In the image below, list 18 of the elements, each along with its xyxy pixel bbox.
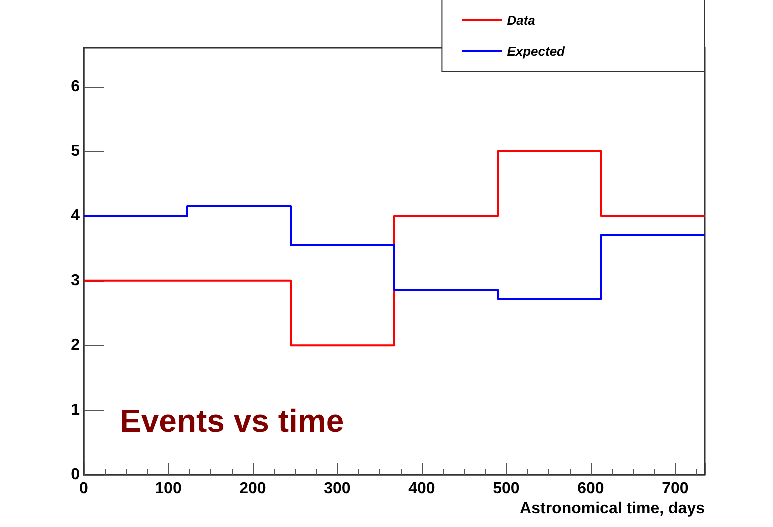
x-tick-label: 600	[578, 480, 604, 498]
y-tick-label: 5	[71, 143, 80, 160]
annotation: Events vs time	[120, 403, 344, 439]
legend-label: Expected	[507, 44, 566, 59]
y-tick-label: 2	[71, 337, 80, 354]
x-tick-label: 200	[240, 480, 266, 498]
x-axis-title: Astronomical time, days	[520, 500, 706, 518]
y-tick-label: 3	[71, 272, 80, 290]
x-tick-label: 400	[408, 480, 436, 498]
y-tick-label: 0	[71, 466, 80, 484]
y-tick-label: 4	[71, 208, 80, 225]
x-tick-label: 700	[662, 480, 689, 498]
x-tick-label: 100	[155, 480, 182, 498]
y-tick-label: 1	[71, 402, 80, 419]
x-tick-label: 500	[493, 480, 520, 498]
legend-label: Data	[507, 13, 536, 28]
y-tick-label: 6	[71, 78, 80, 96]
x-tick-label: 300	[324, 480, 351, 498]
